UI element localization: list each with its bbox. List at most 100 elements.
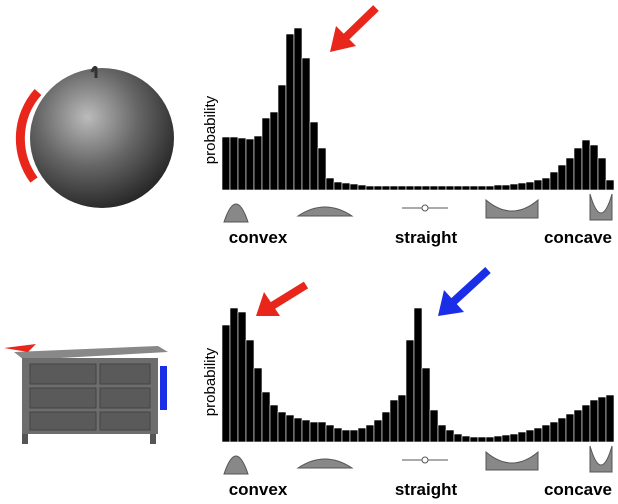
bar bbox=[574, 410, 582, 442]
x-tick-label: convex bbox=[229, 228, 288, 247]
bar bbox=[302, 420, 310, 442]
bar bbox=[318, 422, 326, 442]
arrow bbox=[330, 8, 376, 52]
bar bbox=[414, 308, 422, 442]
bar bbox=[518, 183, 526, 190]
bar bbox=[334, 182, 342, 190]
bar bbox=[294, 28, 302, 190]
icon-concave bbox=[486, 200, 538, 218]
bar bbox=[430, 410, 438, 442]
bar bbox=[566, 414, 574, 442]
bar bbox=[502, 185, 510, 190]
bar bbox=[510, 184, 518, 190]
bar bbox=[566, 158, 574, 190]
bar bbox=[558, 418, 566, 442]
arrow bbox=[438, 270, 488, 316]
x-tick-label: straight bbox=[395, 480, 458, 499]
bar bbox=[374, 186, 382, 190]
bar bbox=[494, 185, 502, 190]
bar bbox=[438, 186, 446, 190]
icon-concave bbox=[590, 194, 612, 220]
bar bbox=[326, 425, 334, 442]
bar bbox=[406, 186, 414, 190]
bar bbox=[558, 165, 566, 190]
bar bbox=[350, 430, 358, 442]
bar bbox=[542, 178, 550, 190]
bar bbox=[526, 430, 534, 442]
icon-row bbox=[224, 446, 612, 474]
bar bbox=[502, 435, 510, 442]
bar bbox=[430, 186, 438, 190]
bar bbox=[606, 180, 614, 190]
bar bbox=[398, 186, 406, 190]
bar bbox=[462, 436, 470, 442]
bar bbox=[518, 432, 526, 442]
bar bbox=[310, 422, 318, 442]
bar bbox=[238, 138, 246, 190]
icon-concave bbox=[486, 452, 538, 470]
bar bbox=[590, 145, 598, 190]
icon-convex bbox=[298, 459, 352, 468]
figure: probability convex straight concave probabil… bbox=[0, 0, 618, 504]
bar bbox=[486, 437, 494, 442]
y-axis-label: probability bbox=[202, 95, 219, 164]
bar bbox=[494, 436, 502, 442]
x-tick-label: concave bbox=[544, 228, 612, 247]
bar bbox=[446, 430, 454, 442]
bar bbox=[422, 186, 430, 190]
bar bbox=[254, 136, 262, 190]
bar bbox=[334, 428, 342, 442]
bar bbox=[246, 139, 254, 190]
bar bbox=[574, 148, 582, 190]
bar bbox=[358, 185, 366, 190]
bar bbox=[486, 186, 494, 190]
apple-image bbox=[20, 68, 174, 209]
x-tick-label: concave bbox=[544, 480, 612, 499]
bar bbox=[358, 428, 366, 442]
bar bbox=[598, 158, 606, 190]
y-axis-label: probability bbox=[202, 347, 219, 416]
arrow bbox=[256, 285, 306, 316]
bar bbox=[270, 405, 278, 442]
bar bbox=[542, 425, 550, 442]
bar bbox=[478, 186, 486, 190]
bar bbox=[582, 405, 590, 442]
icon-convex bbox=[224, 456, 248, 474]
bar bbox=[246, 340, 254, 442]
bar bbox=[390, 186, 398, 190]
bar bbox=[534, 428, 542, 442]
bar bbox=[470, 437, 478, 442]
bar bbox=[598, 397, 606, 442]
x-tick-label: straight bbox=[395, 228, 458, 247]
bar bbox=[582, 140, 590, 190]
bar bbox=[278, 412, 286, 442]
bar bbox=[414, 186, 422, 190]
bar bbox=[238, 312, 246, 442]
bar bbox=[382, 186, 390, 190]
bar bbox=[398, 395, 406, 442]
bar bbox=[526, 182, 534, 190]
icon-concave bbox=[590, 446, 612, 472]
bar bbox=[422, 368, 430, 442]
bar bbox=[302, 58, 310, 190]
bar bbox=[310, 122, 318, 190]
dresser-image bbox=[4, 344, 168, 444]
bar bbox=[550, 172, 558, 190]
bar bbox=[270, 112, 278, 190]
bar bbox=[294, 418, 302, 442]
bar bbox=[350, 184, 358, 190]
bar bbox=[222, 137, 230, 190]
bar bbox=[510, 434, 518, 442]
bar bbox=[534, 180, 542, 190]
icon-convex bbox=[298, 207, 352, 216]
bar bbox=[438, 425, 446, 442]
bar bbox=[254, 368, 262, 442]
bar bbox=[606, 395, 614, 442]
icon-row bbox=[224, 194, 612, 222]
icon-dot bbox=[422, 205, 428, 211]
x-tick-label: convex bbox=[229, 480, 288, 499]
bar bbox=[478, 437, 486, 442]
bar bbox=[326, 178, 334, 190]
bar bbox=[374, 420, 382, 442]
bar bbox=[454, 434, 462, 442]
